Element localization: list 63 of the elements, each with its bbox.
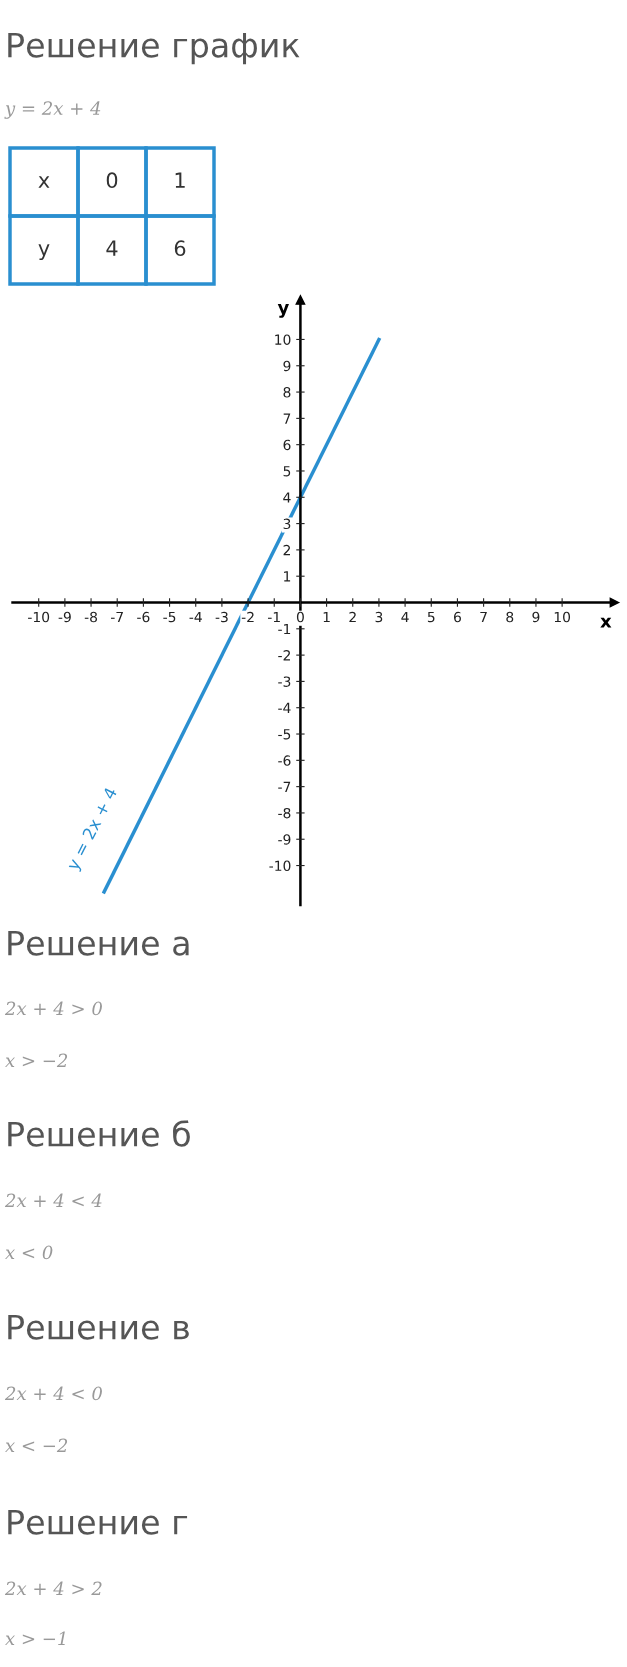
x-tick-label: 4 [401,611,409,623]
x-tick-label: -7 [110,611,123,623]
text: Решение а [8,930,189,956]
y-tick-label: 1 [284,571,291,582]
x-tick-label: -10 [28,611,50,623]
y-tick-label: -5 [278,729,291,740]
x-tick-label: -2 [241,611,254,623]
y-tick-label: -7 [278,781,291,792]
x-tick-label: -8 [84,611,98,623]
chart-title: Решение график [8,32,300,65]
text: x < 0 [5,1245,53,1260]
y-tick-label: 7 [283,413,291,424]
text: 0 [106,172,118,189]
y-tick-label: 4 [283,492,291,503]
text: Решение г [8,1509,188,1535]
x-tick-label: -5 [163,611,176,623]
y-tick-label: -1 [278,623,291,635]
text: Решение в [8,1314,189,1340]
text: x < −2 [5,1438,68,1452]
x-axis-title: x [600,617,612,628]
x-tick-label: -4 [189,611,202,623]
y-tick-label: -2 [278,650,290,661]
x-tick-label: -6 [137,611,150,623]
y-tick-label: 3 [283,518,291,530]
chart-subtitle: y = 2x + 4 [4,101,101,119]
y-tick-label: 2 [283,544,290,556]
text: x [38,176,50,188]
text: 2x + 4 > 0 [4,1001,102,1016]
y-axis-title: y [277,304,289,318]
x-tick-label: 7 [480,611,487,623]
text: 2x + 4 < 4 [4,1193,102,1207]
y-tick-label: -6 [278,755,291,766]
text: 2x + 4 > 2 [4,1581,102,1595]
x-tick-label: 1 [323,611,330,623]
x-tick-label: -9 [58,611,71,623]
y-tick-label: 9 [283,360,291,372]
text: y [38,244,50,261]
y-tick-label: -8 [278,807,291,819]
text: 4 [106,240,118,256]
x-tick-label: 0 [296,611,304,623]
x-tick-label: 5 [427,611,435,623]
x-tick-label: 9 [532,611,540,623]
y-tick-label: 6 [283,439,291,451]
text: 2x + 4 < 0 [4,1386,102,1401]
text: 6 [174,240,186,257]
x-tick-label: 6 [453,611,461,623]
x-tick-label: -3 [215,611,228,623]
x-tick-label: 8 [506,611,514,623]
text: x > −1 [5,1631,65,1645]
text: x > −2 [5,1053,68,1067]
y-tick-label: 5 [283,466,291,477]
text: 1 [175,172,185,188]
y-tick-label: -9 [278,834,291,845]
y-tick-label: -3 [278,676,291,687]
y-tick-label: 10 [275,334,291,345]
annotation: y = 2x + 4 [65,786,121,873]
x-tick-label: 3 [375,611,383,623]
y-tick-label: -10 [269,860,291,872]
text: Решение б [8,1120,190,1147]
x-tick-label: 10 [554,611,571,623]
y-tick-label: -4 [278,702,291,713]
y-tick-label: 8 [283,387,291,398]
x-tick-label: 2 [349,611,356,623]
